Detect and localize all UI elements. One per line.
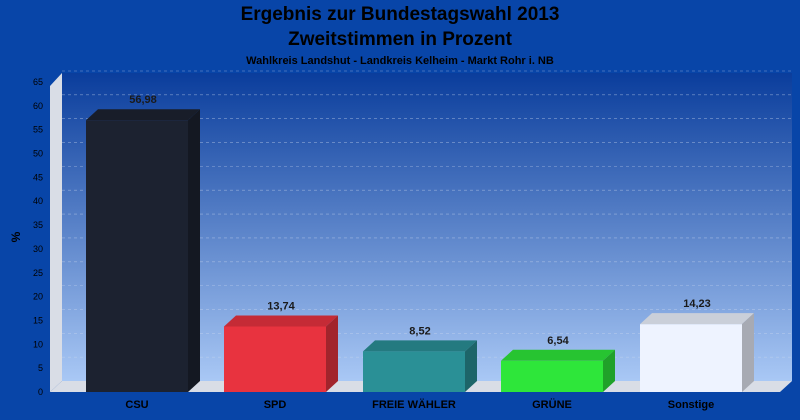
y-tick-label: 45 [33, 172, 43, 182]
x-tick-label: FREIE WÄHLER [372, 398, 456, 411]
y-tick-label: 60 [33, 101, 43, 111]
bar-freie-wähler [363, 351, 465, 392]
back-wall-side [50, 73, 62, 392]
y-tick-label: 10 [33, 339, 43, 349]
y-tick-label: 5 [38, 363, 43, 373]
data-label: 14,23 [683, 298, 711, 310]
bar-top-face [224, 315, 338, 327]
bar-top-face [363, 340, 477, 352]
y-tick-label: 50 [33, 149, 43, 159]
data-label: 56,98 [129, 94, 157, 106]
y-tick-label: 55 [33, 125, 43, 135]
chart-title: Ergebnis zur Bundestagswahl 2013 [240, 4, 560, 25]
x-tick-label: GRÜNE [532, 398, 572, 411]
bar-spd [224, 326, 326, 392]
chart-caption: Wahlkreis Landshut - Landkreis Kelheim -… [246, 55, 554, 67]
data-label: 13,74 [267, 300, 295, 312]
data-label: 8,52 [409, 325, 430, 337]
bar-side-face [188, 109, 200, 392]
y-tick-label: 35 [33, 220, 43, 230]
y-tick-label: 0 [38, 387, 43, 397]
data-label: 6,54 [547, 335, 569, 347]
y-tick-label: 20 [33, 292, 43, 302]
bar-top-face [86, 109, 200, 121]
bar-grüne [501, 360, 603, 392]
y-tick-label: 65 [33, 77, 43, 87]
bar-side-face [465, 340, 477, 392]
y-axis: 0 5 10 15 20 25 30 35 40 45 50 55 60 65 [33, 77, 43, 397]
y-tick-label: 40 [33, 196, 43, 206]
y-axis-label: % [9, 231, 23, 242]
bar-side-face [326, 315, 338, 392]
x-tick-label: CSU [125, 399, 148, 411]
y-tick-label: 25 [33, 268, 43, 278]
y-tick-label: 15 [33, 315, 43, 325]
bar-top-face [640, 313, 754, 325]
y-tick-label: 30 [33, 244, 43, 254]
x-tick-label: SPD [264, 399, 287, 411]
bar-side-face [742, 313, 754, 392]
bar-sonstige [640, 324, 742, 392]
x-tick-label: Sonstige [668, 399, 714, 411]
bars: 56,98 13,74 8,52 6,54 14,23 [86, 94, 754, 392]
bar-side-face [603, 349, 615, 392]
bar-top-face [501, 349, 615, 361]
x-axis: CSU SPD FREIE WÄHLER GRÜNE Sonstige [125, 398, 714, 411]
bar-csu [86, 120, 188, 392]
chart-subtitle: Zweitstimmen in Prozent [288, 29, 512, 50]
